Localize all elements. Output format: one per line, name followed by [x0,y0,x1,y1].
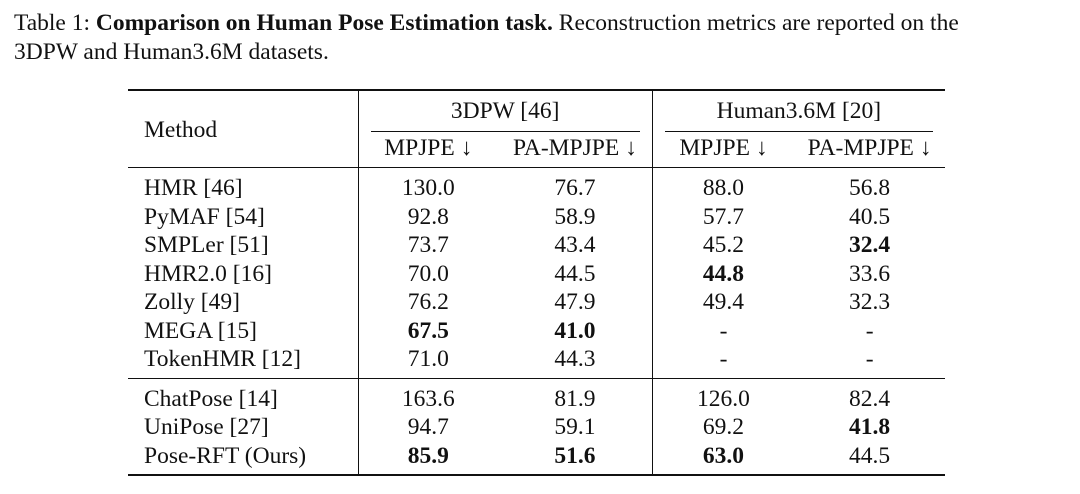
value-cell: 81.9 [554,385,596,412]
value-cell: 126.0 [651,378,795,413]
method-cell: UniPose [27] [144,414,269,440]
col-header-3dpw-mpjpe: MPJPE ↓ [357,128,499,168]
header-row-groups: Method 3DPW [46] Human3.6M [20] [128,91,945,143]
table-caption: Table 1: Comparison on Human Pose Estima… [14,9,1074,67]
value-cell: 163.6 [357,378,499,413]
method-header: Method [144,117,218,144]
method-cell: MEGA [15] [144,317,257,344]
value-cell: 56.8 [849,175,891,201]
group-header-h36m: Human3.6M [20] [651,91,945,132]
value-cell: - [651,316,795,345]
value-cell: 82.4 [849,385,891,412]
value-cell-best: 41.8 [849,414,891,440]
value-cell: 130.0 [357,168,499,203]
caption-line-1: Table 1: Comparison on Human Pose Estima… [14,9,1074,38]
value-cell-best: 67.5 [357,316,499,345]
group-header-3dpw: 3DPW [46] [357,91,653,132]
block-rule [128,377,945,379]
group-label-3dpw: 3DPW [46] [450,98,560,124]
value-cell: 76.7 [554,175,596,201]
value-cell: 33.6 [849,260,891,287]
value-cell: - [865,346,874,372]
caption-line-2: 3DPW and Human3.6M datasets. [14,39,329,65]
cmidrule-3dpw [370,130,640,132]
table-row: Pose-RFT (Ours) 85.9 51.6 63.0 44.5 [128,441,945,475]
caption-text: Reconstruction metrics are reported on t… [552,10,959,36]
value-cell-best: 85.9 [357,441,499,475]
value-cell: 73.7 [357,231,499,260]
results-table: Method 3DPW [46] Human3.6M [20] MPJPE ↓ … [128,89,945,477]
table-row: HMR [46] 130.0 76.7 88.0 56.8 [128,168,945,203]
value-cell-best: 32.4 [849,232,891,258]
value-cell: 49.4 [651,288,795,317]
method-cell: HMR2.0 [16] [144,260,272,287]
value-cell-best: 44.8 [651,259,795,288]
value-cell: 76.2 [357,288,499,317]
value-cell: 70.0 [357,259,499,288]
method-cell: ChatPose [14] [144,385,278,412]
value-cell: 44.5 [554,260,596,287]
value-cell: 40.5 [849,203,891,230]
col-header-h36m-mpjpe: MPJPE ↓ [651,128,795,168]
value-cell: - [865,317,874,344]
value-cell: 47.9 [554,289,596,315]
value-cell: 44.5 [849,442,891,469]
method-cell: HMR [46] [144,175,243,201]
method-cell: Zolly [49] [144,289,240,315]
col-header-h36m-pa-mpjpe: PA-MPJPE ↓ [807,134,932,161]
value-cell: 44.3 [554,346,596,372]
table-row: ChatPose [14] 163.6 81.9 126.0 82.4 [128,378,945,413]
method-cell: PyMAF [54] [144,203,265,230]
value-cell: 59.1 [554,414,596,440]
value-cell: 45.2 [651,231,795,260]
caption-prefix: Table 1: [14,10,96,36]
value-cell: 88.0 [651,168,795,203]
value-cell-best: 51.6 [554,442,596,469]
value-cell: 92.8 [357,202,499,231]
table-row: MEGA [15] 67.5 41.0 - - [128,316,945,345]
method-cell: SMPLer [51] [144,232,269,258]
table-row: PyMAF [54] 92.8 58.9 57.7 40.5 [128,202,945,231]
method-cell: Pose-RFT (Ours) [144,442,307,469]
bottom-rule [128,474,945,477]
table-row: SMPLer [51] 73.7 43.4 45.2 32.4 [128,231,945,260]
caption-title: Comparison on Human Pose Estimation task… [95,10,553,36]
value-cell: 43.4 [554,232,596,258]
value-cell: 58.9 [554,203,596,230]
value-cell: 32.3 [849,289,891,315]
group-label-h36m: Human3.6M [20] [716,98,882,124]
value-cell: 94.7 [357,413,499,442]
method-cell: TokenHMR [12] [144,346,301,372]
header-rule [128,167,945,168]
table-row: TokenHMR [12] 71.0 44.3 - - [128,345,945,378]
value-cell-best: 63.0 [651,441,795,475]
table-row: HMR2.0 [16] 70.0 44.5 44.8 33.6 [128,259,945,288]
value-cell-best: 41.0 [554,317,596,344]
cmidrule-h36m [664,130,933,132]
value-cell: 57.7 [651,202,795,231]
value-cell: 71.0 [357,345,499,378]
col-header-3dpw-pa-mpjpe: PA-MPJPE ↓ [512,134,637,161]
table-row: UniPose [27] 94.7 59.1 69.2 41.8 [128,413,945,442]
value-cell: - [651,345,795,378]
table-row: Zolly [49] 76.2 47.9 49.4 32.3 [128,288,945,317]
value-cell: 69.2 [651,413,795,442]
header-row-metrics: MPJPE ↓ PA-MPJPE ↓ MPJPE ↓ PA-MPJPE ↓ [128,128,945,168]
